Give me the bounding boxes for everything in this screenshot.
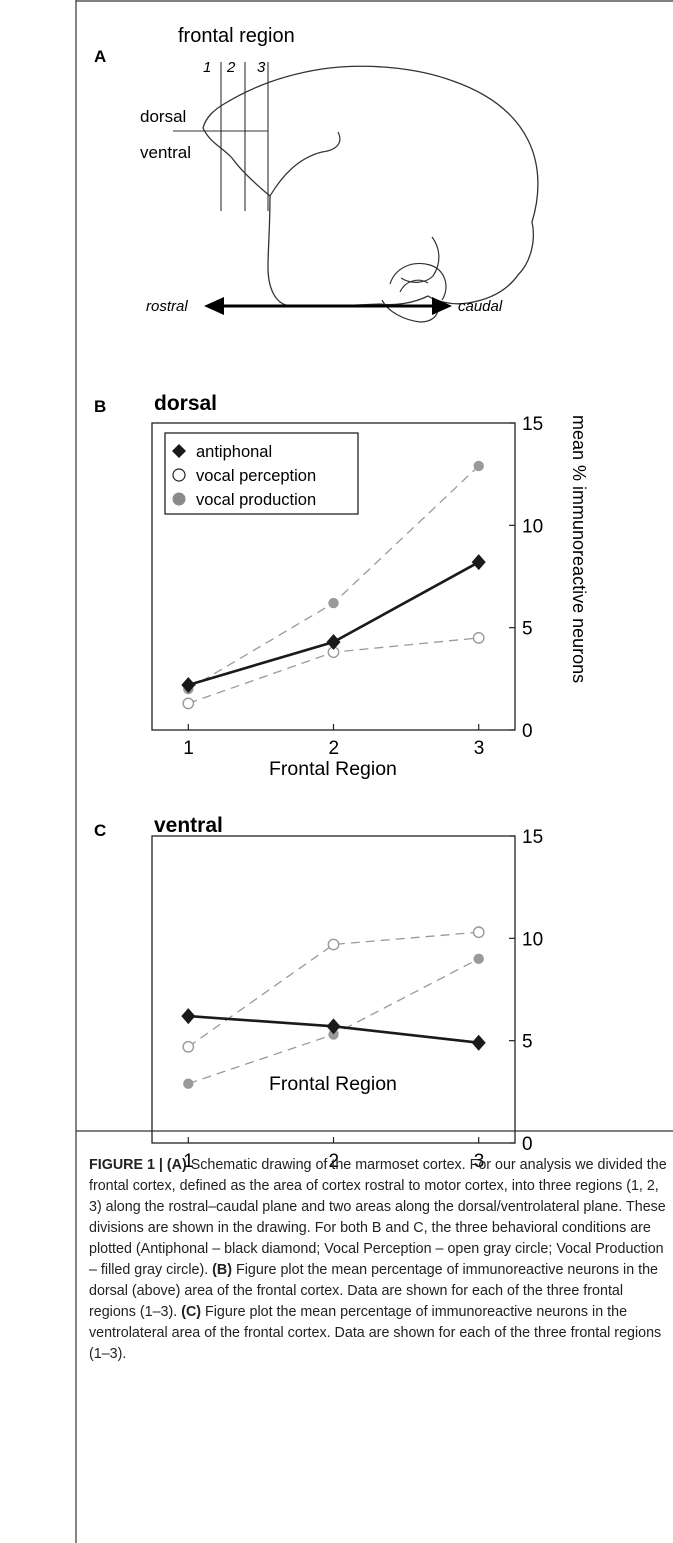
panel-c-title: ventral: [154, 814, 223, 837]
plot-b-point-vocal-production: [473, 460, 484, 472]
sylvian-fissure: [269, 131, 341, 197]
panel-a-title: frontal region: [178, 25, 295, 47]
plot-b-point-vocal-perception: [182, 697, 195, 710]
legend-vocal-perception: vocal perception: [196, 467, 316, 485]
plot-c-ytick-label: 0: [522, 1134, 533, 1155]
cerebellum-fold-1: [389, 263, 447, 301]
caption-c-label: (C): [181, 1304, 202, 1320]
panel-a: A frontal region 1 2 3 dorsal ventral ro…: [94, 25, 539, 323]
plot-c-series-line-vocal-perception: [187, 931, 479, 1048]
caudal-arrowhead-icon: [432, 297, 452, 315]
dorsal-label: dorsal: [140, 107, 186, 126]
plot-c-point-antiphonal: [326, 1018, 341, 1035]
plot-b-ytick-label: 0: [522, 721, 533, 742]
plot-c-ytick-label: 5: [522, 1032, 533, 1053]
plot-c-point-antiphonal: [181, 1008, 196, 1025]
plot-b-series-line-antiphonal: [187, 561, 480, 687]
plot-b-ytick-label: 5: [522, 619, 533, 640]
legend-filled-circle-icon: [172, 492, 186, 506]
brain-outline: [202, 65, 539, 307]
legend-open-circle-icon: [172, 468, 186, 482]
legend-diamond-icon: [172, 444, 186, 458]
plot-b-point-antiphonal: [471, 554, 486, 571]
plot-b-point-vocal-production: [328, 597, 339, 609]
plot-c-point-vocal-perception: [472, 926, 485, 939]
plot-b-ytick-label: 15: [522, 414, 543, 435]
caudal-label: caudal: [458, 298, 503, 315]
brainstem-outline: [381, 299, 439, 323]
plot-c-x-axis-label: Frontal Region: [269, 1073, 397, 1095]
plot-c-xtick-label: 3: [474, 1151, 485, 1172]
panel-b: B dorsal 0 5 10 15 1 2 3 antiphonal vocal perc…: [94, 392, 589, 780]
figure-caption: FIGURE 1 | (A) Schematic drawing of the …: [89, 1155, 667, 1365]
legend-box: [164, 432, 359, 515]
panel-a-label: A: [94, 47, 106, 66]
caption-text-1: Schematic drawing of the marmoset cortex…: [89, 1157, 667, 1278]
panel-c: C ventral 0 5 10 15 1 2 3 Frontal Region: [94, 814, 543, 1172]
region-number-3: 3: [257, 59, 266, 76]
plot-c-marks: 0 5 10 15 1 2 3: [181, 827, 543, 1172]
plot-b-xtick-label: 2: [329, 738, 340, 759]
panel-b-title: dorsal: [154, 392, 217, 415]
plot-c-frame: [151, 835, 516, 1144]
plot-c-point-vocal-production: [183, 1078, 194, 1089]
plot-c-ytick-label: 10: [522, 929, 543, 950]
plot-c-ytick-label: 15: [522, 827, 543, 848]
plot-c-point-vocal-production: [328, 1029, 339, 1040]
plot-c-point-vocal-perception: [182, 1040, 195, 1053]
caption-text-2: Figure plot the mean percentage of immun…: [89, 1262, 658, 1320]
caption-text-3: Figure plot the mean percentage of immun…: [89, 1304, 662, 1362]
rostral-arrowhead-icon: [204, 297, 224, 315]
plot-b-x-axis-label: Frontal Region: [269, 758, 397, 780]
plot-b-point-vocal-perception: [472, 632, 485, 644]
cerebellum-fold-2: [399, 279, 429, 293]
panel-b-label: B: [94, 397, 106, 416]
plot-b-ytick-label: 10: [522, 516, 543, 537]
legend-vocal-production: vocal production: [196, 491, 316, 509]
temporal-sulcus: [400, 236, 440, 283]
region-number-1: 1: [203, 59, 211, 76]
panel-c-label: C: [94, 821, 106, 840]
legend-antiphonal: antiphonal: [196, 443, 272, 461]
caption-label: FIGURE 1 | (A): [89, 1157, 187, 1173]
plot-b-point-antiphonal: [326, 633, 341, 650]
plot-b-marks: 0 5 10 15 1 2 3: [181, 414, 543, 759]
plot-c-xtick-label: 1: [183, 1151, 194, 1172]
plot-b-xtick-label: 3: [474, 738, 485, 759]
plot-b-point-antiphonal: [181, 676, 196, 693]
plot-c-point-vocal-production: [473, 953, 484, 964]
region-number-2: 2: [226, 59, 236, 76]
plot-b-xtick-label: 1: [183, 738, 194, 759]
plot-c-point-antiphonal: [471, 1034, 486, 1051]
plot-c-point-vocal-perception: [327, 938, 340, 951]
ventral-label: ventral: [140, 143, 191, 162]
rostral-label: rostral: [146, 298, 188, 315]
plot-c-xtick-label: 2: [329, 1151, 340, 1172]
y-axis-label: mean % immunoreactive neurons: [569, 415, 589, 683]
caption-b-label: (B): [212, 1262, 233, 1278]
